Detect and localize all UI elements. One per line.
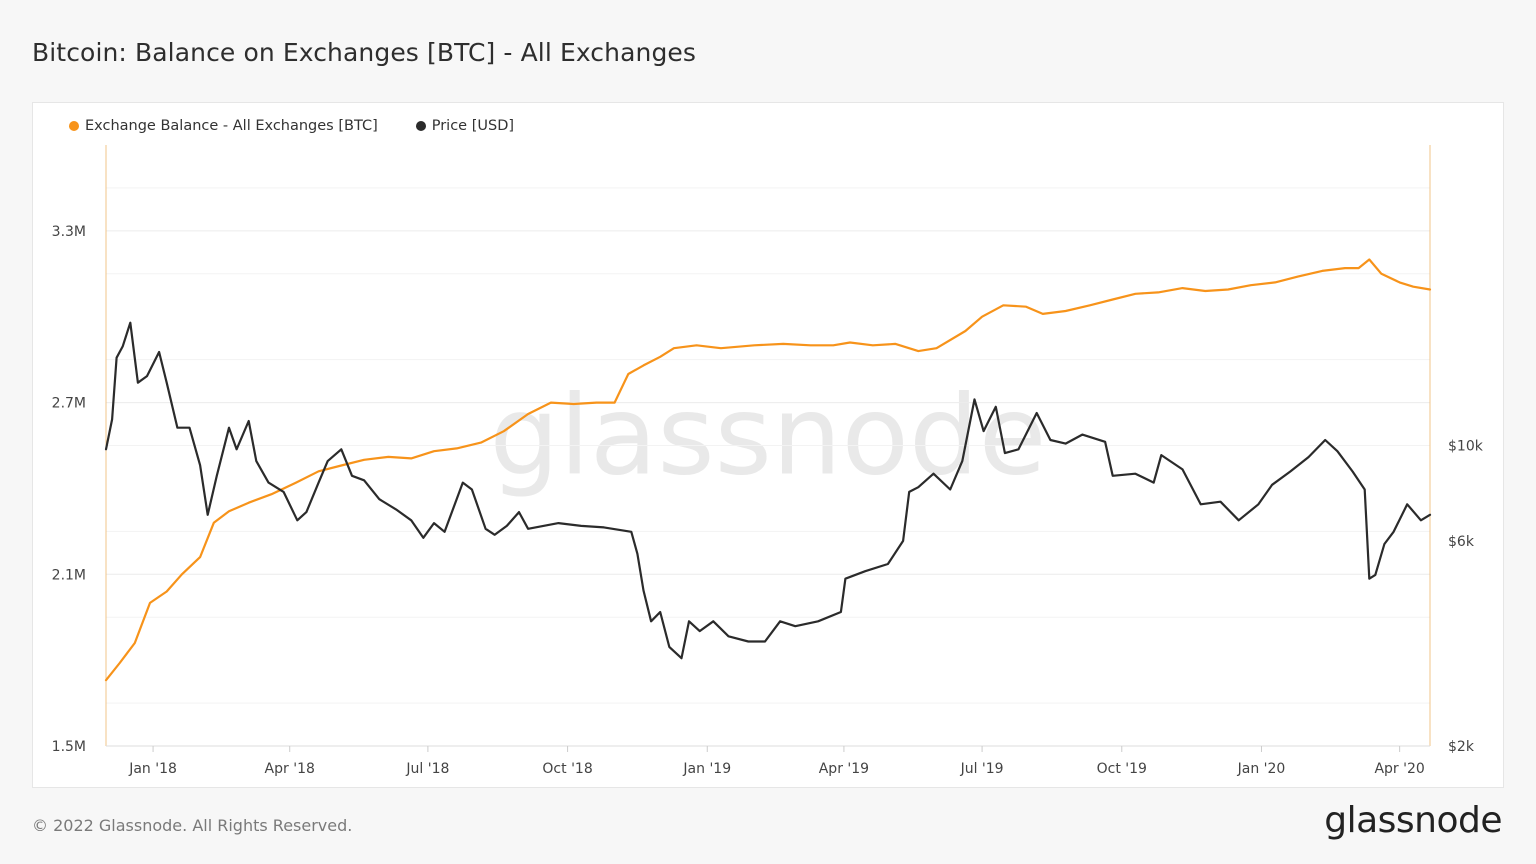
chart-panel: Exchange Balance - All Exchanges [BTC] P… — [32, 102, 1504, 788]
x-tick-label: Apr '19 — [819, 761, 869, 777]
x-tick-label: Jan '19 — [682, 761, 731, 777]
y-right-tick-label: $2k — [1448, 739, 1475, 755]
legend-item-balance[interactable]: Exchange Balance - All Exchanges [BTC] — [69, 118, 378, 134]
legend-label-price: Price [USD] — [431, 118, 515, 134]
y-left-tick-label: 3.3M — [52, 224, 86, 240]
x-tick-label: Apr '20 — [1374, 761, 1424, 777]
legend-item-price[interactable]: Price [USD] — [415, 118, 515, 134]
brand-logo: glassnode — [1324, 800, 1502, 841]
y-right-tick-label: $6k — [1448, 534, 1475, 550]
legend-label-balance: Exchange Balance - All Exchanges [BTC] — [85, 118, 378, 134]
y-left-tick-label: 2.7M — [52, 396, 86, 412]
chart-title: Bitcoin: Balance on Exchanges [BTC] - Al… — [32, 38, 697, 67]
chart-plot[interactable]: glassnode 1.5M 2.1M 2.7M 3.3M $2k $6k $10k Jan '… — [33, 103, 1503, 787]
legend-dot-price — [415, 121, 426, 131]
x-tick-label: Jul '19 — [960, 761, 1004, 777]
x-tick-label: Oct '19 — [1097, 761, 1147, 777]
y-right-tick-label: $10k — [1448, 439, 1484, 455]
y-left-tick-label: 1.5M — [52, 739, 86, 755]
x-tick-label: Jan '18 — [128, 761, 177, 777]
series-line-price — [104, 321, 1432, 660]
legend: Exchange Balance - All Exchanges [BTC] P… — [69, 118, 514, 134]
legend-dot-balance — [69, 121, 79, 131]
series-line-exchange-balance — [104, 258, 1432, 682]
x-tick-label: Oct '18 — [542, 761, 592, 777]
watermark: glassnode — [490, 372, 1047, 500]
x-tick-label: Apr '18 — [265, 761, 315, 777]
copyright-text: © 2022 Glassnode. All Rights Reserved. — [32, 816, 353, 835]
x-tick-label: Jan '20 — [1237, 761, 1286, 777]
y-left-tick-label: 2.1M — [52, 567, 86, 583]
x-tick-label: Jul '18 — [405, 761, 449, 777]
